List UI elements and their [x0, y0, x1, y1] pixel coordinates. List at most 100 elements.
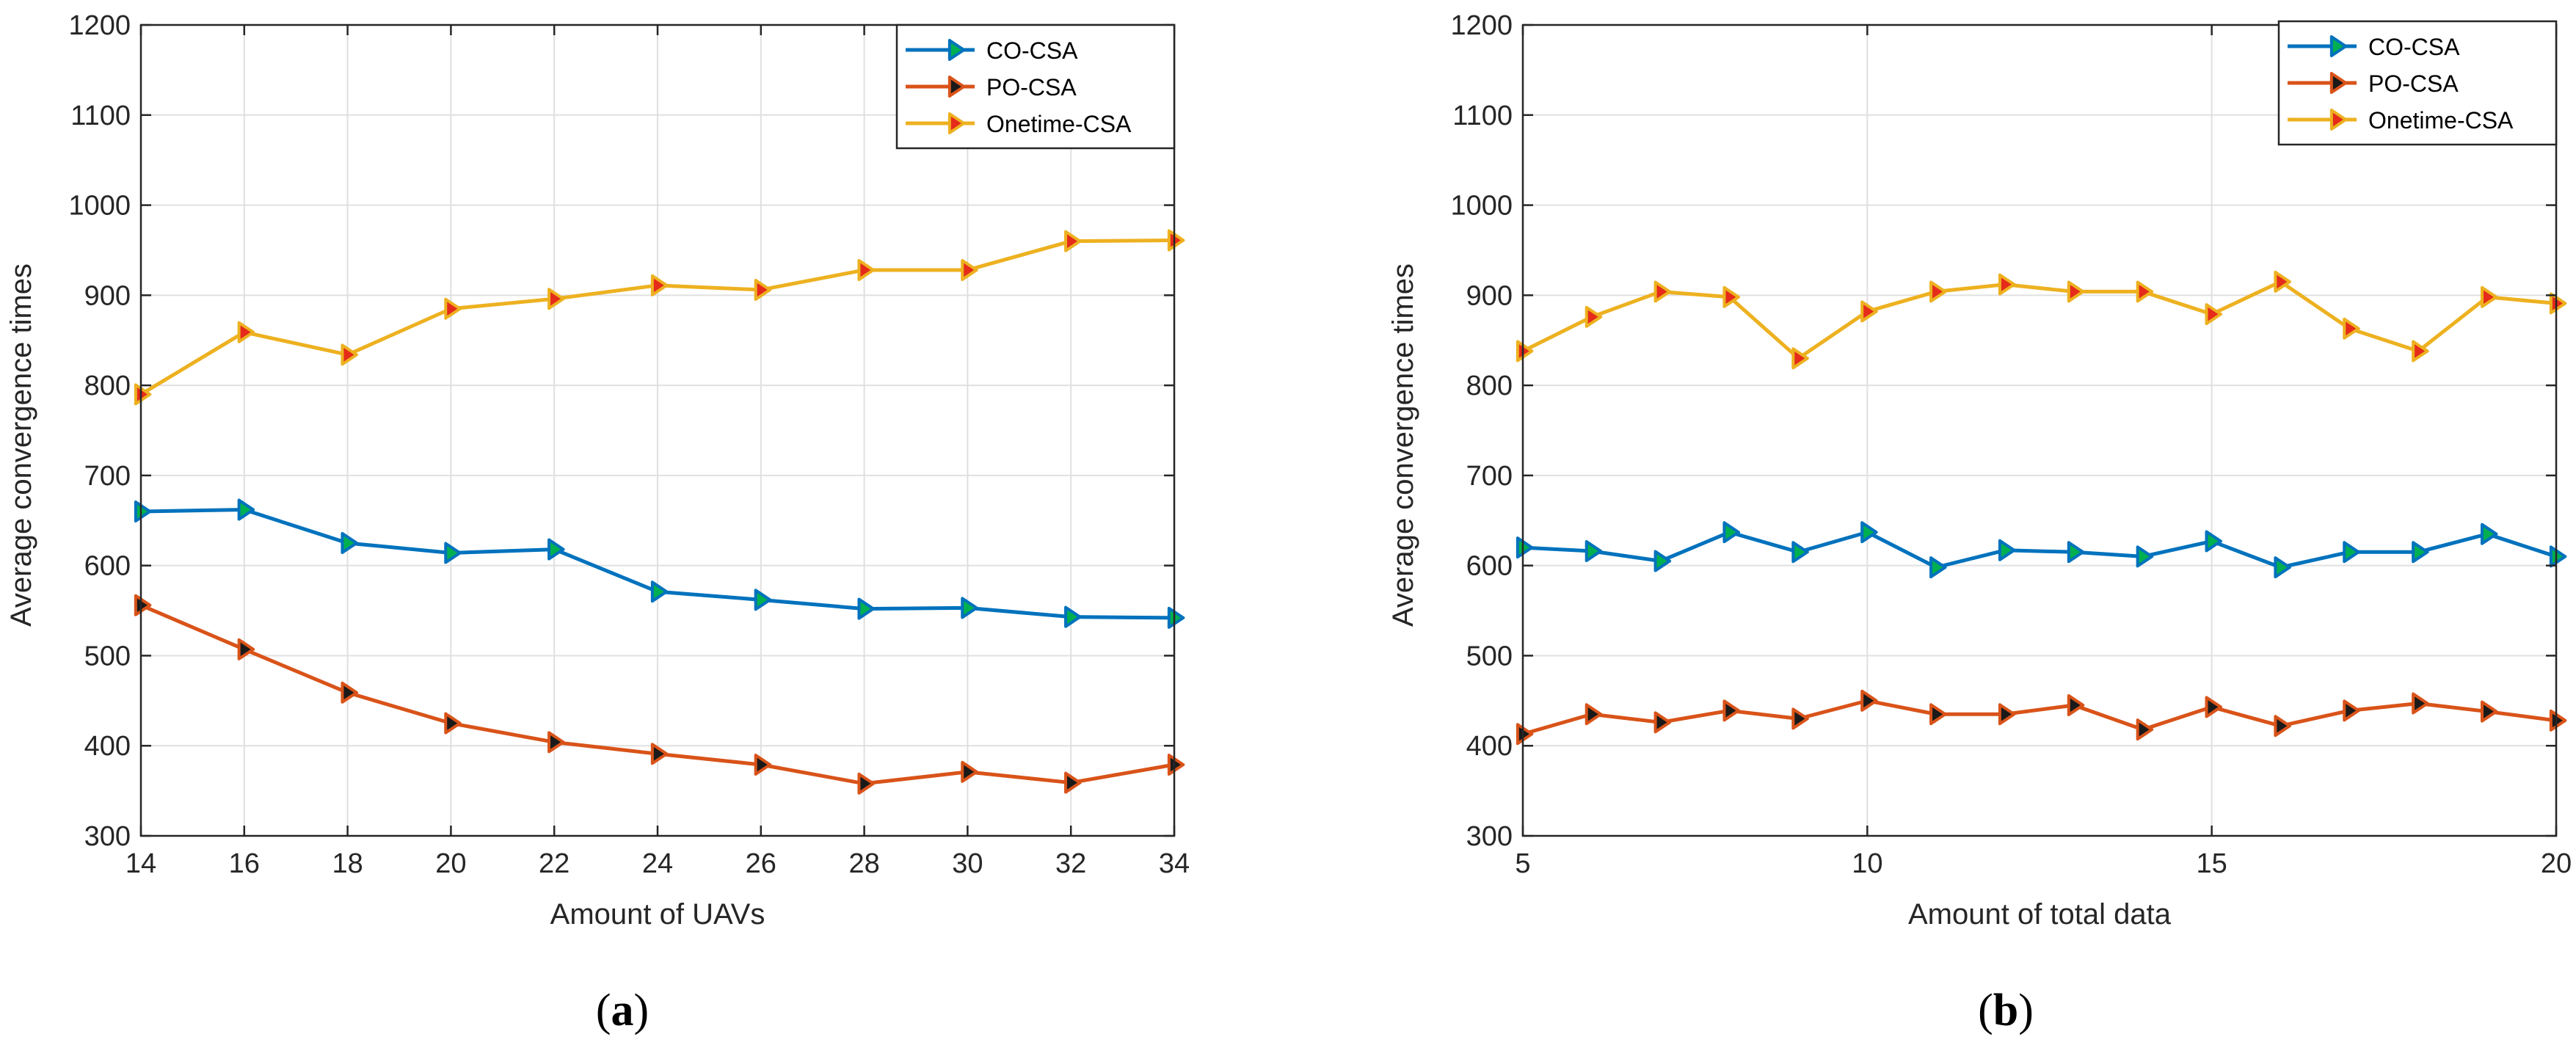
y-tick-label: 700	[1466, 461, 1513, 492]
data-point	[1167, 229, 1185, 252]
data-point	[857, 597, 875, 620]
legend-label: Onetime-CSA	[986, 111, 1132, 137]
data-point	[1167, 606, 1185, 629]
x-tick-label: 20	[435, 848, 466, 879]
caption-letter: b	[1993, 986, 2018, 1035]
legend-label: CO-CSA	[2368, 34, 2460, 60]
x-tick-label: 15	[2197, 848, 2227, 879]
x-tick-label: 24	[642, 848, 673, 879]
data-point	[2412, 541, 2429, 564]
data-point	[1064, 230, 1082, 252]
data-point	[237, 638, 255, 660]
chart-b: 5 10 15 20 300 400 500 600 700 800 900 1000 1100 1200…	[1387, 10, 2572, 1035]
data-point	[1860, 521, 1878, 544]
data-point	[2480, 285, 2498, 308]
y-tick-label: 300	[1466, 821, 1513, 852]
x-tick-label: 10	[1852, 848, 1882, 879]
data-point	[237, 321, 255, 343]
data-point	[650, 743, 669, 765]
data-point	[961, 760, 978, 783]
legend-label: Onetime-CSA	[2368, 107, 2514, 134]
data-point	[2549, 292, 2567, 315]
data-point	[1791, 541, 1809, 564]
data-point	[857, 772, 875, 795]
x-tick-label: 20	[2541, 848, 2572, 879]
data-point	[2274, 715, 2291, 738]
y-tick-label: 600	[1466, 551, 1513, 582]
data-point	[2067, 280, 2085, 303]
data-point	[2549, 709, 2567, 732]
data-point	[2067, 693, 2085, 716]
y-tick-label: 1000	[1450, 191, 1513, 222]
data-point	[1653, 280, 1672, 303]
data-point	[961, 258, 978, 281]
data-point	[2549, 545, 2567, 568]
data-point	[547, 288, 565, 310]
data-point	[341, 531, 358, 554]
data-point	[2412, 692, 2429, 715]
y-tick-label: 1000	[68, 191, 131, 222]
data-point	[1722, 521, 1740, 544]
data-point	[2136, 718, 2154, 741]
data-point	[1929, 703, 1947, 726]
x-tick-label: 18	[332, 848, 363, 879]
data-point	[2205, 696, 2223, 718]
data-point	[1722, 285, 1740, 308]
data-point	[2480, 700, 2498, 723]
data-point	[444, 542, 462, 564]
subfigure-caption: (b)	[1978, 986, 2034, 1035]
y-tick-label: 500	[84, 641, 131, 671]
x-tick-label: 22	[539, 848, 570, 879]
legend-marker-po-csa	[2329, 72, 2348, 94]
data-point	[961, 597, 978, 619]
caption-open: (	[1978, 986, 1993, 1035]
y-tick-label: 900	[1466, 280, 1513, 311]
data-point	[1722, 699, 1740, 722]
x-tick-label: 34	[1159, 848, 1190, 879]
y-tick-label: 400	[1466, 731, 1513, 762]
data-point	[1860, 689, 1878, 712]
x-tick-label: 14	[125, 848, 156, 879]
data-point	[1167, 754, 1185, 776]
y-tick-label: 1200	[68, 10, 131, 41]
legend-marker-po-csa	[947, 76, 966, 98]
data-point	[2205, 303, 2223, 326]
data-point	[2343, 317, 2360, 340]
legend-marker-onetime-csa	[947, 112, 966, 134]
data-point	[547, 731, 565, 754]
y-tick-label: 400	[84, 731, 131, 762]
data-point	[237, 498, 255, 521]
data-point	[754, 754, 772, 776]
legend: CO-CSA PO-CSA Onetime-CSA	[2277, 20, 2558, 146]
x-tick-label: 28	[848, 848, 879, 879]
data-point	[1516, 340, 1534, 363]
x-tick-label: 32	[1055, 848, 1086, 879]
data-point	[1998, 273, 2016, 296]
y-tick-label: 600	[84, 551, 131, 582]
series-line-co-csa	[1522, 530, 2557, 569]
data-point	[1064, 771, 1082, 794]
data-point	[1064, 605, 1082, 628]
data-point	[547, 538, 565, 561]
data-point	[650, 580, 669, 603]
data-point	[754, 278, 772, 301]
data-point	[1791, 347, 1809, 370]
data-point	[1653, 711, 1672, 734]
data-point	[2343, 699, 2360, 722]
caption-close: )	[2018, 986, 2034, 1035]
data-point	[1584, 305, 1603, 328]
data-point	[134, 383, 152, 406]
data-point	[1516, 536, 1534, 559]
data-point	[2205, 530, 2223, 553]
data-point	[2274, 270, 2291, 293]
x-tick-label: 30	[952, 848, 983, 879]
data-point	[2343, 541, 2360, 564]
data-point	[754, 589, 772, 611]
data-point	[857, 258, 875, 281]
data-point	[134, 594, 152, 616]
plot-area	[1523, 25, 2556, 836]
data-point	[650, 274, 669, 296]
legend-label: PO-CSA	[986, 74, 1077, 101]
x-axis-label: Amount of total data	[1908, 898, 2172, 931]
data-point	[1929, 556, 1947, 579]
